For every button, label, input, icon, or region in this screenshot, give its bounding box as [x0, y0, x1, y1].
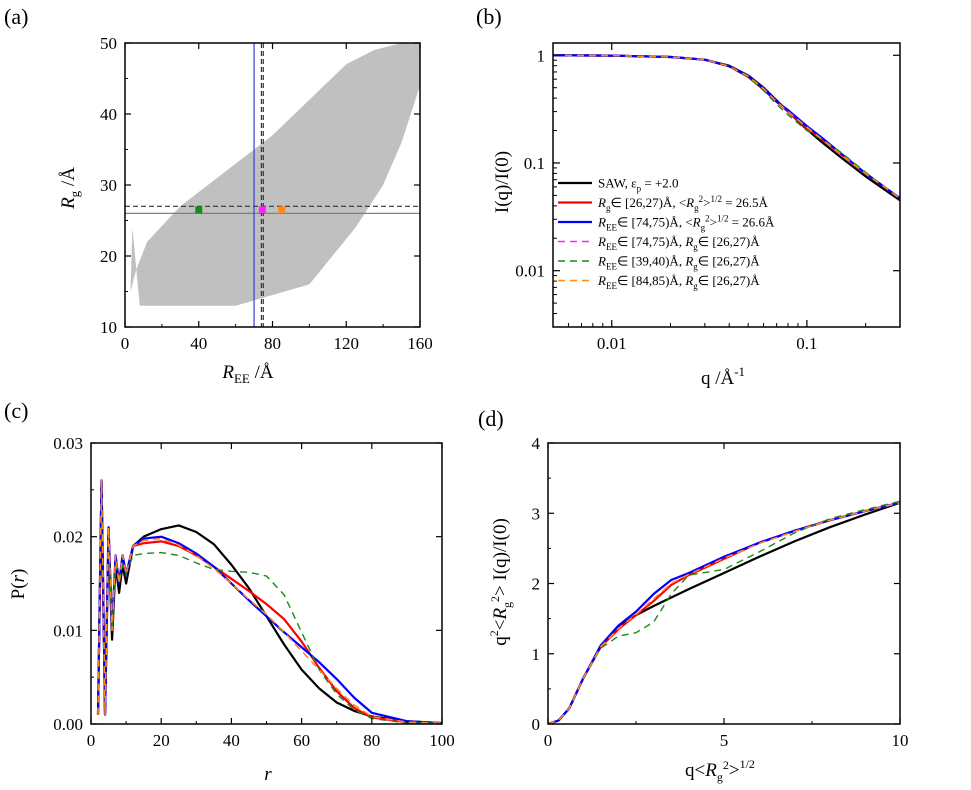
panel-d-y-axis-label: q2<Rg2> I(q)/I(0): [487, 518, 514, 646]
panel-d-y-tick-label: 3: [532, 504, 541, 523]
panel-d-kratky-plot: 0 5 10 0 1 2 3 4: [532, 434, 909, 750]
panel-a-point-marker: [278, 206, 286, 214]
panel-c-x-tick-label: 0: [87, 731, 96, 750]
panel-a-point-marker: [258, 206, 266, 214]
panel-a-x-tick-label: 120: [334, 334, 360, 353]
panel-c-x-axis-label: r: [264, 764, 272, 785]
panel-a-allowed-region: [130, 43, 420, 306]
panel-d-series-line-4: [548, 502, 900, 724]
panel-d-x-tick-label: 5: [720, 731, 729, 750]
panel-d-y-tick-label: 2: [532, 575, 541, 594]
panel-d-series-line-6: [548, 502, 900, 724]
panel-b-y-axis-label: I(q)/I(0): [492, 151, 513, 213]
legend-entry-2: Rg∈ [26,27)Å, <Rg2>1/2 = 26.5Å: [597, 194, 769, 213]
panel-d-x-tick-label: 0: [544, 731, 553, 750]
panel-b-scattering-intensity: 0.01 0.1 0.01 0.1 1: [515, 42, 901, 353]
legend-entry-1: SAW, εp = +2.0: [598, 176, 679, 194]
panel-d-x-axis-label: q<Rg2>1/2: [685, 757, 755, 784]
panel-a-x-tick-label: 160: [407, 334, 433, 353]
panel-c-series-line-3: [96, 479, 442, 724]
panel-d-series-line-2: [548, 501, 900, 724]
panel-b-y-tick-label: 1: [537, 46, 546, 65]
panel-c-y-axis-label: P(r): [8, 569, 29, 600]
panel-c-series-line-5: [97, 479, 442, 724]
panel-c-pair-distribution: 0 20 40 60 80 100 0.00 0.01 0.02 0.03: [53, 434, 455, 750]
panel-a-x-tick-label: 0: [121, 334, 130, 353]
panel-d-series-line-3: [548, 501, 900, 724]
legend-entry-3: REE∈ [74,75)Å, <Rg2>1/2 = 26.6Å: [597, 214, 775, 233]
panel-a-y-axis-label: Rg /Å: [58, 167, 82, 210]
panel-c-y-tick-label: 0.03: [53, 434, 83, 453]
panel-a-y-tick-label: 40: [100, 105, 117, 124]
panel-a-x-axis-label: REE /Å: [221, 362, 274, 386]
panel-c-y-tick-label: 0.02: [53, 528, 83, 547]
legend-entry-5: REE∈ [39,40)Å, Rg∈ [26,27)Å: [597, 254, 760, 272]
panel-c-x-tick-label: 60: [293, 731, 310, 750]
panel-b-x-axis-label: q /Å-1: [701, 364, 745, 389]
panel-b-plot-frame: [552, 42, 901, 328]
panel-d-y-tick-label: 0: [532, 715, 541, 734]
panel-c-series-line-1: [96, 479, 442, 724]
panel-c-plot-frame: [90, 442, 443, 725]
panel-c-x-tick-label: 40: [223, 731, 240, 750]
panel-d-series-line-1: [548, 501, 900, 724]
panel-d-y-tick-label: 4: [532, 434, 541, 453]
panel-c-series-line-6: [97, 479, 442, 724]
panel-label-b: (b): [476, 4, 502, 29]
panel-b-series-line-6: [553, 54, 900, 199]
panel-b-y-tick-label: 0.01: [515, 262, 545, 281]
legend-entry-6: REE∈ [84,85)Å, Rg∈ [26,27)Å: [597, 273, 760, 291]
panel-c-x-tick-label: 80: [363, 731, 380, 750]
panel-a-x-tick-label: 80: [264, 334, 281, 353]
panel-a-y-tick-label: 30: [100, 176, 117, 195]
panel-a-y-tick-label: 10: [100, 318, 117, 337]
panel-c-y-tick-label: 0.00: [53, 715, 83, 734]
panel-b-x-tick-label: 0.01: [597, 334, 627, 353]
panel-c-x-tick-label: 100: [429, 731, 455, 750]
panel-a-y-tick-label: 50: [100, 34, 117, 53]
panel-c-series-line-2: [96, 479, 442, 724]
panel-label-d: (d): [478, 406, 504, 431]
panel-c-y-tick-label: 0.01: [53, 621, 83, 640]
legend-entry-4: REE∈ [74,75)Å, Rg∈ [26,27)Å: [597, 234, 760, 252]
panel-c-series-line-4: [97, 479, 442, 724]
panel-c-x-tick-label: 20: [153, 731, 170, 750]
panel-b-legend: SAW, εp = +2.0Rg∈ [26,27)Å, <Rg2>1/2 = 2…: [558, 176, 775, 291]
panel-d-plot-frame: [547, 442, 901, 725]
panel-a-point-marker: [195, 206, 203, 214]
panel-d-y-tick-label: 1: [532, 645, 541, 664]
panel-b-y-tick-label: 0.1: [524, 154, 545, 173]
panel-a-scatter-region: 0 40 80 120 160 10 20 30 40 50: [100, 34, 433, 353]
panel-label-a: (a): [4, 4, 28, 29]
panel-a-y-tick-label: 20: [100, 247, 117, 266]
panel-b-x-tick-label: 0.1: [796, 334, 817, 353]
panel-a-x-tick-label: 40: [190, 334, 207, 353]
panel-label-c: (c): [4, 398, 28, 423]
panel-d-x-tick-label: 10: [892, 731, 909, 750]
panel-d-series-line-5: [548, 500, 900, 724]
